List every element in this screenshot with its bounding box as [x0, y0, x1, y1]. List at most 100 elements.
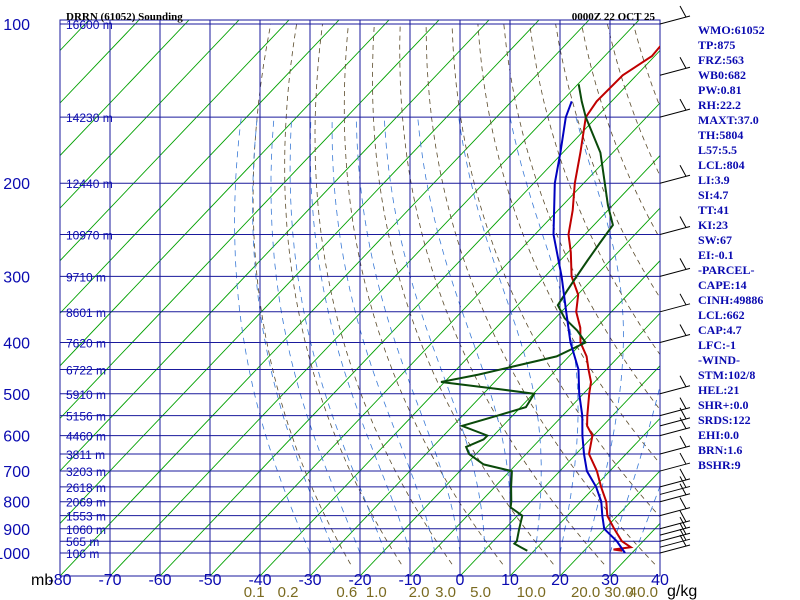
index-entry: WMO:61052 — [698, 23, 765, 37]
skewed-isotherm — [259, 154, 660, 576]
wind-barb-flag — [679, 57, 687, 69]
dry-adiabat — [284, 23, 402, 565]
dry-adiabat — [425, 23, 656, 565]
height-label: 2618 m — [66, 481, 106, 495]
mixing-ratio-label: 40.0 — [629, 584, 658, 600]
moist-adiabat — [575, 117, 624, 554]
temperature-tick-label: -40 — [248, 572, 271, 589]
temperature-line — [567, 44, 660, 552]
skewed-isotherm — [109, 20, 640, 576]
wind-barb-flag — [679, 534, 687, 547]
skewed-isotherm — [359, 260, 660, 576]
skewed-isotherm — [0, 20, 39, 576]
moist-adiabat — [331, 117, 436, 554]
wind-barb-flag — [679, 510, 687, 523]
wind-barb — [659, 324, 691, 343]
wind-barb — [659, 476, 691, 495]
height-label: 5910 m — [66, 388, 106, 402]
axis-labels: 100200300400500600700800900100016600 m14… — [0, 17, 669, 600]
moist-adiabat — [634, 485, 660, 554]
skewed-isotherm — [459, 365, 660, 576]
wind-barb-staff — [659, 15, 691, 25]
wind-barb — [659, 483, 691, 503]
wind-barb-staff — [659, 526, 691, 536]
wind-barb-staff — [659, 303, 691, 313]
pressure-tick-label: 1000 — [0, 546, 30, 563]
temperature-tick-label: -10 — [398, 572, 421, 589]
skewed-isotherm — [60, 20, 540, 525]
index-entry: LFC:-1 — [698, 338, 736, 352]
mixing-ratio-label: 5.0 — [470, 584, 491, 600]
index-entry: TT:41 — [698, 203, 729, 217]
dry-adiabat — [372, 23, 554, 565]
skewed-isotherm — [760, 20, 800, 576]
stability-indices: WMO:61052TP:875FRZ:563WB0:682PW:0.81RH:2… — [698, 23, 765, 472]
skewed-isotherm — [60, 20, 290, 262]
wind-barb — [659, 397, 691, 417]
pressure-tick-label: 500 — [3, 387, 30, 404]
wind-barb-flag — [679, 435, 687, 448]
height-label: 4460 m — [66, 430, 106, 444]
dry-adiabat — [314, 23, 453, 565]
index-entry: L57:5.5 — [698, 143, 737, 157]
mixing-unit: g/kg — [667, 583, 697, 600]
index-entry: LI:3.9 — [698, 173, 730, 187]
pressure-tick-label: 200 — [3, 176, 30, 193]
wind-barb-staff — [659, 174, 691, 184]
height-label: 1553 m — [66, 510, 106, 524]
index-entry: SI:4.7 — [698, 188, 728, 202]
index-entry: EHI:0.0 — [698, 428, 739, 442]
wind-barb — [659, 57, 691, 76]
wind-barb-staff — [659, 485, 691, 495]
moist-adiabat — [609, 117, 660, 554]
temperature-tick-label: -80 — [48, 572, 71, 589]
index-entry: PW:0.81 — [698, 83, 742, 97]
skewed-isotherm — [60, 20, 590, 576]
wind-barb-flag — [679, 417, 687, 429]
y-axis-unit: mb — [31, 572, 53, 589]
skewed-isotherm — [60, 20, 190, 157]
temperature-tick-label: -70 — [98, 572, 121, 589]
index-entry: KI:23 — [698, 218, 728, 232]
height-label: 14230 m — [66, 111, 113, 125]
skewed-isotherm — [309, 207, 660, 576]
wind-barb-staff — [659, 507, 691, 517]
index-entry: -WIND- — [698, 353, 740, 367]
wind-barb — [659, 417, 691, 437]
parcel-line — [552, 100, 626, 554]
mixing-ratio-label: 3.0 — [435, 584, 456, 600]
wind-barb-flag — [679, 324, 687, 336]
index-entry: WB0:682 — [698, 68, 746, 82]
wind-barb-staff — [659, 407, 691, 417]
temperature-tick-label: 0 — [456, 572, 465, 589]
wind-barb — [659, 435, 691, 455]
index-entry: MAXT:37.0 — [698, 113, 759, 127]
grid-clip — [0, 20, 800, 576]
skewed-isotherm — [60, 20, 440, 419]
wind-barb-staff — [659, 478, 691, 488]
pressure-tick-label: 100 — [3, 17, 30, 34]
wind-barb-flag — [679, 5, 687, 18]
skewed-isotherm — [159, 49, 660, 576]
dry-adiabat — [789, 24, 800, 564]
mixing-ratio-label: 0.6 — [336, 584, 357, 600]
index-entry: CAP:4.7 — [698, 323, 742, 337]
index-entry: LCL:804 — [698, 158, 745, 172]
wind-barb-staff — [659, 538, 691, 548]
wind-barb-staff — [659, 445, 691, 455]
dry-adiabat — [399, 23, 605, 565]
wind-barb-flag — [679, 476, 687, 488]
wind-barb-flag — [679, 483, 687, 495]
height-label: 2069 m — [66, 496, 106, 510]
wind-barb-staff — [659, 334, 691, 343]
index-entry: HEL:21 — [698, 383, 739, 397]
mixing-ratio-label: 30.0 — [604, 584, 633, 600]
wind-barb-staff — [659, 385, 691, 395]
temperature-tick-label: -50 — [198, 572, 221, 589]
wind-barb-flag — [679, 468, 687, 481]
pressure-tick-label: 400 — [3, 335, 30, 352]
index-entry: CINH:49886 — [698, 293, 763, 307]
skewed-isotherm — [209, 102, 660, 576]
